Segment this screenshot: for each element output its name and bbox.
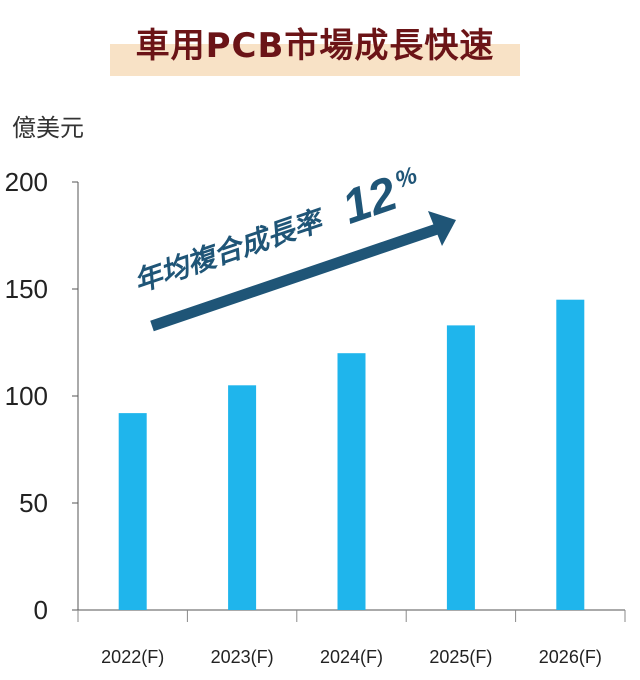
title-highlight xyxy=(110,44,520,76)
growth-arrow-head xyxy=(428,211,456,246)
x-tick-label: 2023(F) xyxy=(211,647,274,667)
bar xyxy=(446,325,475,610)
y-tick-label: 100 xyxy=(5,381,48,411)
x-tick-label: 2025(F) xyxy=(429,647,492,667)
y-tick-label: 150 xyxy=(5,274,48,304)
y-tick-label: 50 xyxy=(19,488,48,518)
bar xyxy=(337,353,366,610)
x-tick-label: 2022(F) xyxy=(101,647,164,667)
bar xyxy=(556,299,585,610)
x-tick-label: 2024(F) xyxy=(320,647,383,667)
annotation-label: 年均複合成長率 xyxy=(130,203,331,299)
growth-arrow xyxy=(150,222,442,332)
annotation-rate: 12 xyxy=(336,167,404,234)
title-banner: 車用PCB市場成長快速 xyxy=(110,22,520,76)
annotation-percent: % xyxy=(392,162,421,194)
y-axis-unit-label: 億美元 xyxy=(12,114,84,142)
y-tick-label: 0 xyxy=(34,595,48,625)
chart-title: 車用PCB市場成長快速 xyxy=(135,26,495,66)
y-tick-label: 200 xyxy=(5,167,48,197)
bar xyxy=(228,385,257,610)
bar xyxy=(118,413,147,610)
x-tick-label: 2026(F) xyxy=(539,647,602,667)
